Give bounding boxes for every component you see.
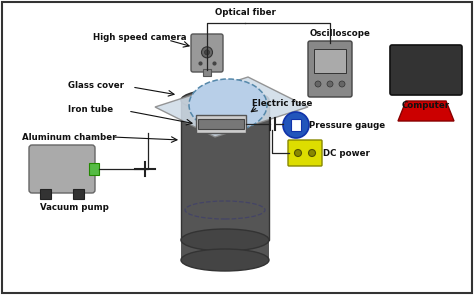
Bar [181, 238, 269, 260]
Text: Aluminum chamber: Aluminum chamber [22, 132, 117, 142]
Bar [181, 100, 269, 240]
Polygon shape [155, 77, 308, 137]
Text: Computer: Computer [402, 101, 450, 109]
Bar [89, 163, 99, 175]
Text: Iron tube: Iron tube [68, 106, 113, 114]
Ellipse shape [309, 150, 316, 157]
Text: Optical fiber: Optical fiber [215, 8, 275, 17]
Ellipse shape [339, 81, 345, 87]
FancyBboxPatch shape [308, 41, 352, 97]
Text: Vacuum pump: Vacuum pump [40, 202, 109, 212]
Bar [198, 119, 244, 129]
FancyBboxPatch shape [29, 145, 95, 193]
Text: DC power: DC power [323, 148, 370, 158]
Polygon shape [398, 101, 454, 121]
FancyBboxPatch shape [288, 140, 322, 166]
Ellipse shape [283, 112, 309, 138]
FancyBboxPatch shape [191, 34, 223, 72]
Bar [291, 119, 301, 131]
Bar [196, 115, 246, 133]
FancyBboxPatch shape [390, 45, 462, 95]
Ellipse shape [201, 47, 212, 58]
Ellipse shape [204, 50, 210, 55]
Text: Oscilloscope: Oscilloscope [310, 29, 371, 37]
Ellipse shape [327, 81, 333, 87]
Ellipse shape [294, 150, 301, 157]
Text: High speed camera: High speed camera [93, 32, 187, 42]
Ellipse shape [189, 79, 267, 131]
Ellipse shape [181, 249, 269, 271]
Bar [73, 189, 84, 199]
Ellipse shape [181, 229, 269, 251]
Text: Pressure gauge: Pressure gauge [309, 120, 385, 130]
Text: Electric fuse: Electric fuse [252, 99, 312, 107]
Ellipse shape [181, 89, 269, 111]
Bar [203, 69, 211, 76]
Bar [40, 189, 51, 199]
Ellipse shape [315, 81, 321, 87]
FancyBboxPatch shape [2, 2, 472, 293]
Text: Glass cover: Glass cover [68, 81, 124, 89]
Bar [314, 49, 346, 73]
